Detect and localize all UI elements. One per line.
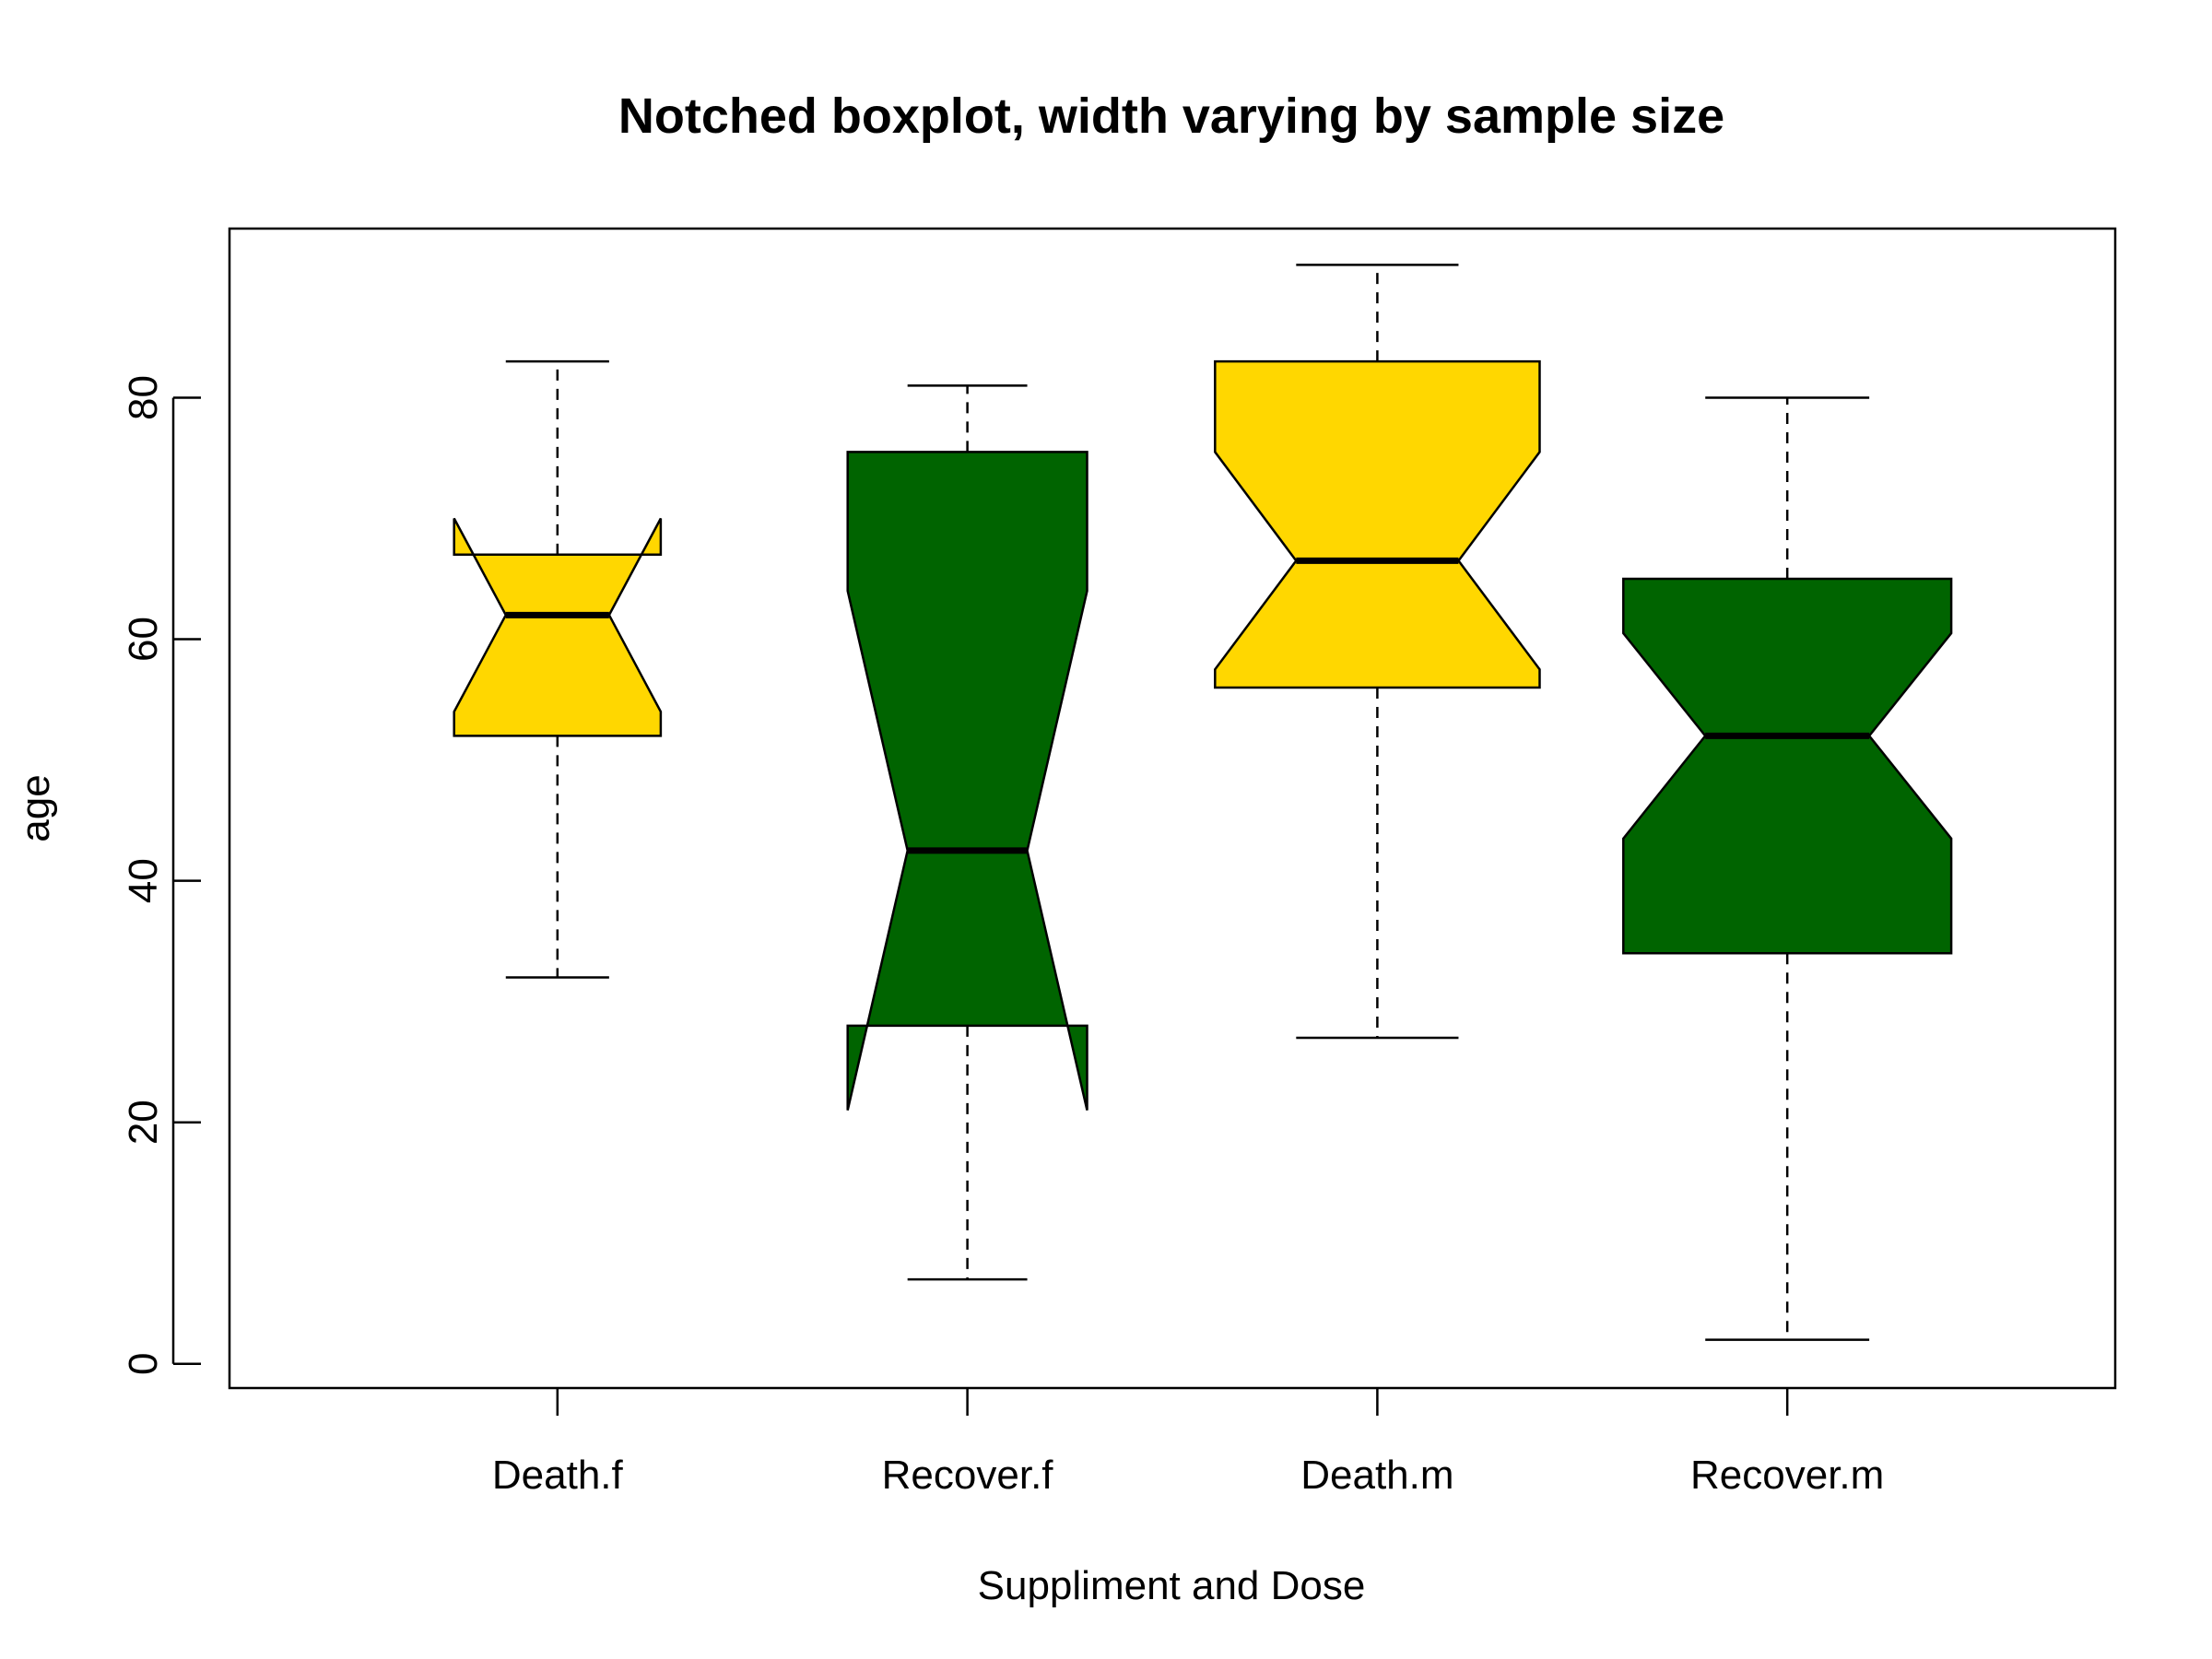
x-axis: Death.f Recover.f Death.m Recover.m [492,1388,1884,1498]
boxes-layer [453,264,1953,1341]
x-tick-label: Recover.f [882,1453,1054,1498]
y-axis-label: age [13,774,58,841]
plot-frame [228,227,2117,1390]
box-Death.f [453,359,663,979]
box-body [1622,577,1953,955]
y-tick-label: 20 [121,1100,166,1145]
y-tick-label: 60 [121,617,166,662]
y-tick-label: 0 [121,1353,166,1375]
x-tick-label: Recover.m [1690,1453,1884,1498]
box-body [846,451,1088,1111]
box-Recover.f [846,384,1088,1281]
box-body [1214,359,1541,689]
x-tick-label: Death.f [492,1453,624,1498]
y-tick-label: 40 [121,858,166,903]
y-tick-label: 80 [121,375,166,420]
box-Recover.m [1622,396,1953,1341]
x-axis-label: Suppliment and Dose [978,1563,1366,1608]
chart-title: Notched boxplot, width varying by sample… [618,88,1724,144]
y-axis: 0 20 40 60 80 [121,375,201,1375]
x-tick-label: Death.m [1300,1453,1453,1498]
box-Death.m [1214,264,1541,1040]
box-body [453,517,663,737]
